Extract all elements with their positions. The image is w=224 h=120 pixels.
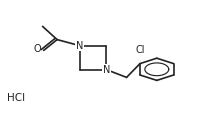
Text: N: N	[103, 65, 110, 75]
Text: HCl: HCl	[7, 93, 25, 103]
Text: N: N	[76, 41, 83, 51]
Text: O: O	[33, 44, 41, 54]
Text: Cl: Cl	[135, 45, 145, 55]
